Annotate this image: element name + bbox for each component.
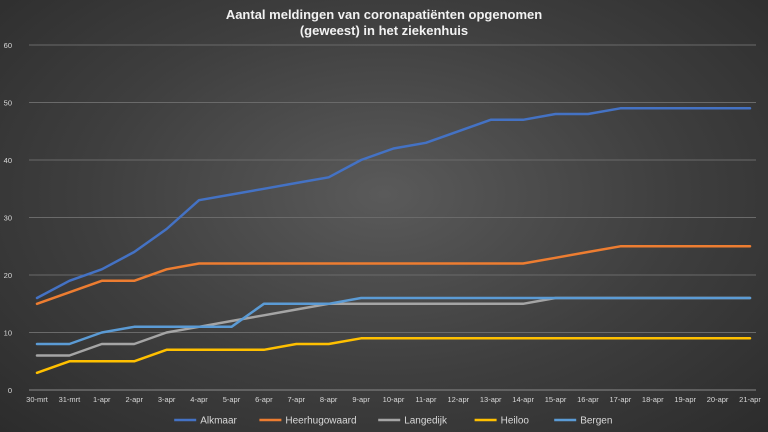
legend-label: Langedijk [404, 416, 448, 427]
x-tick-label: 11-apr [415, 395, 437, 404]
x-tick-label: 14-apr [512, 395, 534, 404]
x-tick-label: 6-apr [255, 395, 273, 404]
x-tick-label: 2-apr [125, 395, 143, 404]
x-axis-ticks: 30-mrt 31-mrt 1-apr 2-apr 3-apr 4-apr 5-apr 6-a… [26, 395, 761, 404]
legend-item-langedijk: Langedijk [378, 416, 448, 427]
x-tick-label: 8-apr [320, 395, 338, 404]
x-tick-label: 3-apr [158, 395, 176, 404]
y-tick-label: 0 [8, 386, 12, 395]
series-line-heerhugowaard [35, 245, 752, 306]
y-axis-ticks: 0 10 20 30 40 50 60 [4, 41, 12, 395]
legend-label: Heerhugowaard [285, 416, 356, 427]
x-tick-label: 12-apr [447, 395, 469, 404]
legend-label: Heiloo [501, 416, 530, 427]
x-tick-label: 30-mrt [26, 395, 49, 404]
series-lines [35, 107, 752, 375]
chart-title-line-2: (geweest) in het ziekenhuis [300, 23, 468, 38]
series-line-alkmaar [35, 107, 752, 300]
y-tick-label: 50 [4, 99, 12, 108]
y-tick-label: 30 [4, 214, 12, 223]
x-tick-label: 15-apr [545, 395, 567, 404]
x-tick-label: 17-apr [610, 395, 632, 404]
x-tick-label: 7-apr [288, 395, 306, 404]
x-tick-label: 31-mrt [59, 395, 82, 404]
y-tick-label: 60 [4, 41, 12, 50]
chart-title: Aantal meldingen van coronapatiënten opg… [226, 7, 542, 38]
x-tick-label: 18-apr [642, 395, 664, 404]
x-tick-label: 4-apr [190, 395, 208, 404]
legend-item-alkmaar: Alkmaar [174, 416, 238, 427]
x-tick-label: 13-apr [480, 395, 502, 404]
legend-item-bergen: Bergen [554, 416, 612, 427]
legend-item-heerhugowaard: Heerhugowaard [259, 416, 357, 427]
x-tick-label: 21-apr [739, 395, 761, 404]
legend-item-heiloo: Heiloo [474, 416, 530, 427]
y-tick-label: 40 [4, 156, 12, 165]
x-tick-label: 16-apr [577, 395, 599, 404]
x-tick-label: 5-apr [223, 395, 241, 404]
x-tick-label: 1-apr [93, 395, 111, 404]
x-tick-label: 10-apr [383, 395, 405, 404]
chart-title-line-1: Aantal meldingen van coronapatiënten opg… [226, 7, 542, 22]
y-tick-label: 10 [4, 329, 12, 338]
legend: Alkmaar Heerhugowaard Langedijk Heiloo Berge… [174, 416, 612, 427]
y-tick-label: 20 [4, 271, 12, 280]
series-line-heiloo [35, 337, 752, 375]
series-line-bergen [35, 296, 752, 346]
x-tick-label: 20-apr [707, 395, 729, 404]
legend-label: Alkmaar [200, 416, 237, 427]
x-tick-label: 9-apr [352, 395, 370, 404]
x-tick-label: 19-apr [674, 395, 696, 404]
legend-label: Bergen [580, 416, 612, 427]
